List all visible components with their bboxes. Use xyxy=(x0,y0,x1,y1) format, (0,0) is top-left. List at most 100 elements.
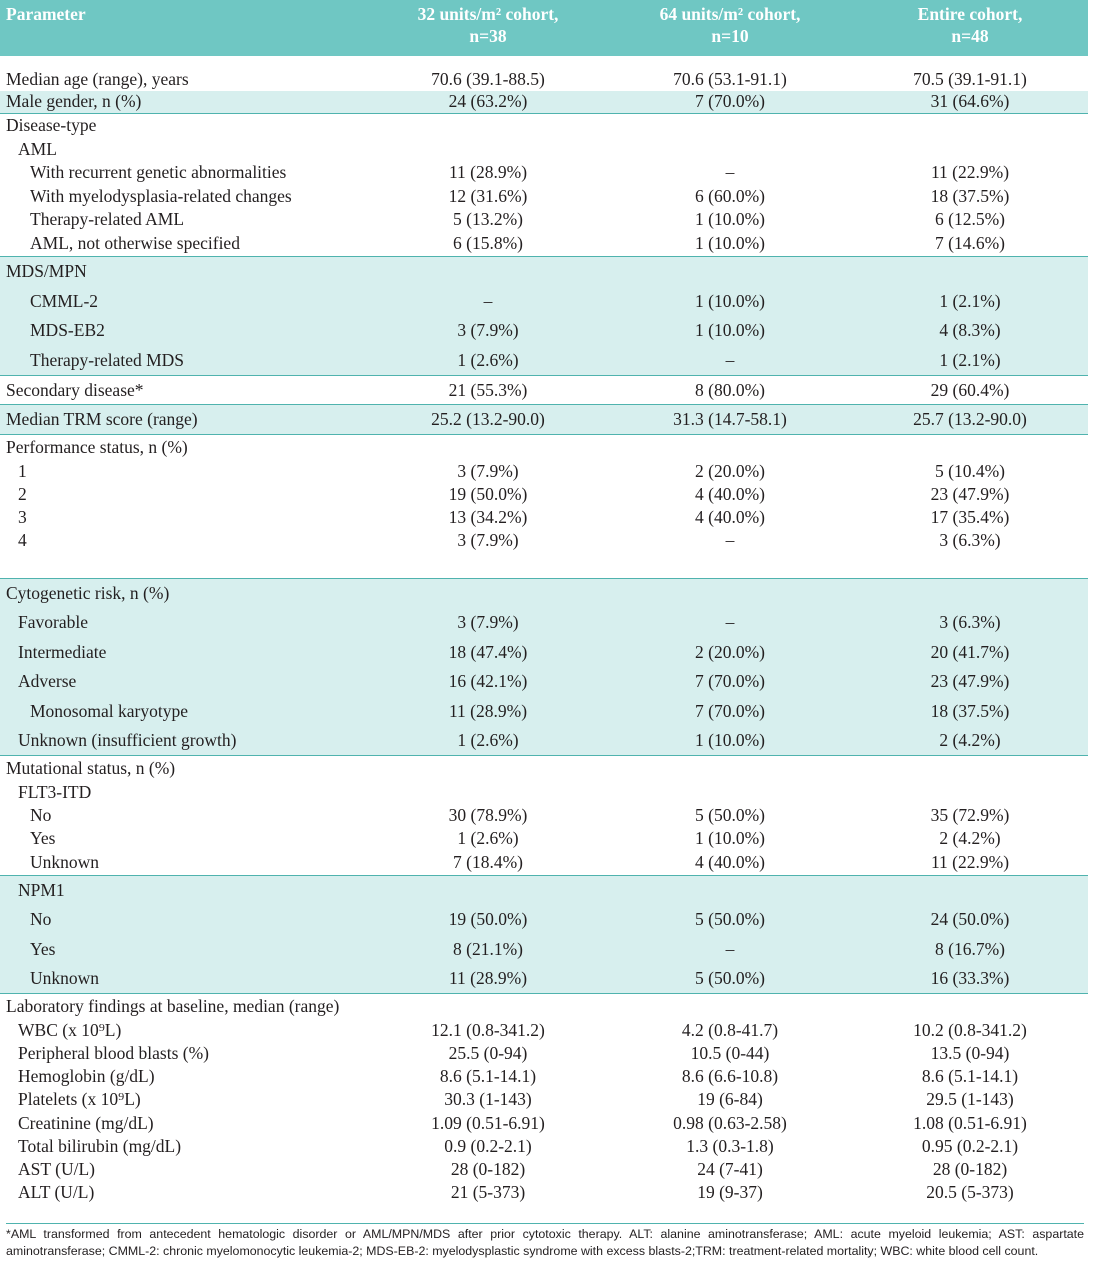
cell-64-units: 70.6 (53.1-91.1) xyxy=(673,69,787,90)
row-label: 1 xyxy=(18,460,27,481)
row-label: CMML-2 xyxy=(0,286,368,317)
cell-32-units: 25.2 (13.2-90.0) xyxy=(368,404,608,435)
cell-32-units: 3 (7.9%) xyxy=(368,607,608,638)
cell-64-units: 4 (40.0%) xyxy=(695,506,765,527)
header-col2-line2: n=10 xyxy=(711,26,749,46)
table-row: CMML-2–1 (10.0%) 1 (2.1%) xyxy=(0,286,1088,317)
table-row: 1 3 (7.9%) 2 (20.0%) 5 (10.4%) xyxy=(0,460,1088,483)
cell-32-units: 3 (7.9%) xyxy=(368,316,608,346)
cell-32-units: 8.6 (5.1-14.1) xyxy=(439,1066,537,1087)
table-row: AML, not otherwise specified 6 (15.8%) 1 (… xyxy=(0,231,1088,257)
subsection-row: AML xyxy=(0,138,1088,161)
cell-64-units: 19 (9-37) xyxy=(697,1182,763,1203)
table-row: 4 3 (7.9%) – 3 (6.3%) xyxy=(0,529,1088,552)
cell-32-units: 3 (7.9%) xyxy=(457,460,519,481)
subsection-label: FLT3-ITD xyxy=(18,781,92,802)
cell-64-units: – xyxy=(725,530,735,551)
table-row: Yes 1 (2.6%) 1 (10.0%) 2 (4.2%) xyxy=(0,827,1088,850)
cell-entire: 3 (6.3%) xyxy=(852,607,1088,638)
spacer-row xyxy=(0,552,1088,578)
cell-32-units: 5 (13.2%) xyxy=(453,208,523,229)
cell-32-units: 7 (18.4%) xyxy=(453,852,523,873)
cell-32-units: 25.5 (0-94) xyxy=(448,1043,528,1064)
cell-32-units: 12.1 (0.8-341.2) xyxy=(431,1019,545,1040)
row-label: Intermediate xyxy=(0,637,368,668)
cell-32-units: 11 (28.9%) xyxy=(368,696,608,727)
header-entire-cohort: Entire cohort, n=48 xyxy=(852,0,1088,56)
cell-entire: 23 (47.9%) xyxy=(930,483,1010,504)
table-row: Peripheral blood blasts (%) 25.5 (0-94) 10… xyxy=(0,1042,1088,1065)
subsection-row: MDS/MPN xyxy=(0,256,1088,287)
header-col2-line1: 64 units/m² cohort, xyxy=(659,4,801,24)
cell-64-units: 7 (70.0%) xyxy=(608,91,852,114)
header-col3-line1: Entire cohort, xyxy=(917,4,1023,24)
cell-32-units: 1 (2.6%) xyxy=(457,828,519,849)
section-label: Performance status, n (%) xyxy=(0,434,368,460)
row-label: With myelodysplasia-related changes xyxy=(30,185,292,206)
cell-entire: 4 (8.3%) xyxy=(852,316,1088,346)
cell-entire: 18 (37.5%) xyxy=(930,185,1010,206)
cell-32-units: 11 (28.9%) xyxy=(448,162,528,183)
section-label: Cytogenetic risk, n (%) xyxy=(0,577,368,608)
cell-entire: 28 (0-182) xyxy=(932,1158,1008,1179)
cell-entire: 8 (16.7%) xyxy=(852,934,1088,965)
table-row: No 30 (78.9%) 5 (50.0%) 35 (72.9%) xyxy=(0,804,1088,827)
cell-32-units: 70.6 (39.1-88.5) xyxy=(431,69,545,90)
section-row: Disease-type xyxy=(0,112,1088,139)
header-col1-line1: 32 units/m² cohort, xyxy=(417,4,559,24)
row-label: Favorable xyxy=(0,607,368,638)
cell-32-units: – xyxy=(368,286,608,317)
cell-entire: 2 (4.2%) xyxy=(939,828,1001,849)
table-row: Unknown 7 (18.4%) 4 (40.0%) 11 (22.9%) xyxy=(0,850,1088,875)
cell-32-units: 1.09 (0.51-6.91) xyxy=(431,1112,545,1133)
cell-64-units: 4 (40.0%) xyxy=(695,852,765,873)
table-row: 2 19 (50.0%) 4 (40.0%) 23 (47.9%) xyxy=(0,483,1088,506)
section-row: Mutational status, n (%) xyxy=(0,755,1088,781)
cell-32-units: 18 (47.4%) xyxy=(368,637,608,668)
cell-entire: 20 (41.7%) xyxy=(852,637,1088,668)
cell-entire: 6 (12.5%) xyxy=(935,208,1005,229)
row-label: Unknown xyxy=(30,852,100,873)
table-row: Platelets (x 10⁹L) 30.3 (1-143) 19 (6-84) 2… xyxy=(0,1088,1088,1111)
cell-32-units: 30 (78.9%) xyxy=(448,805,528,826)
table-row: Favorable 3 (7.9%) –3 (6.3%) xyxy=(0,607,1088,638)
cell-64-units: – xyxy=(608,934,852,965)
header-col3-line2: n=48 xyxy=(951,26,989,46)
row-label: Median age (range), years xyxy=(6,69,189,90)
section-row: Cytogenetic risk, n (%) xyxy=(0,577,1088,608)
table-row: Median TRM score (range) 25.2 (13.2-90.0)… xyxy=(0,404,1088,435)
cell-64-units: 2 (20.0%) xyxy=(608,637,852,668)
cell-32-units: 0.9 (0.2-2.1) xyxy=(444,1135,532,1156)
cell-64-units: 1 (10.0%) xyxy=(608,316,852,346)
row-label: Yes xyxy=(0,934,368,965)
subsection-label: MDS/MPN xyxy=(0,256,368,287)
row-label: Therapy-related AML xyxy=(30,208,185,229)
cell-64-units: 5 (50.0%) xyxy=(695,805,765,826)
cell-32-units: 19 (50.0%) xyxy=(448,483,528,504)
row-label: With recurrent genetic abnormalities xyxy=(30,162,287,183)
table-row: Median age (range), years 70.6 (39.1-88.5… xyxy=(0,68,1088,91)
row-label: Unknown xyxy=(0,964,368,994)
cell-32-units: 30.3 (1-143) xyxy=(444,1089,532,1110)
cell-32-units: 12 (31.6%) xyxy=(448,185,528,206)
row-label: 4 xyxy=(18,530,27,551)
cell-64-units: 0.98 (0.63-2.58) xyxy=(673,1112,787,1133)
cell-entire: 10.2 (0.8-341.2) xyxy=(913,1019,1027,1040)
row-label: AST (U/L) xyxy=(18,1158,95,1179)
cell-entire: 29 (60.4%) xyxy=(852,374,1088,405)
section-label: Laboratory findings at baseline, median … xyxy=(0,993,368,1019)
cell-entire: 25.7 (13.2-90.0) xyxy=(852,404,1088,435)
cell-entire: 20.5 (5-373) xyxy=(926,1182,1014,1203)
cell-entire: 35 (72.9%) xyxy=(930,805,1010,826)
subsection-label: AML xyxy=(18,139,57,160)
cell-32-units: 16 (42.1%) xyxy=(368,667,608,697)
section-label: Mutational status, n (%) xyxy=(0,755,368,781)
cell-64-units: 2 (20.0%) xyxy=(695,460,765,481)
table-row: Hemoglobin (g/dL) 8.6 (5.1-14.1) 8.6 (6.6-… xyxy=(0,1065,1088,1088)
cell-32-units: 6 (15.8%) xyxy=(453,233,523,254)
header-parameter: Parameter xyxy=(0,0,368,56)
cell-entire: 31 (64.6%) xyxy=(852,91,1088,114)
cell-64-units: – xyxy=(608,345,852,376)
header-col1-line2: n=38 xyxy=(469,26,507,46)
cell-64-units: – xyxy=(725,162,735,183)
